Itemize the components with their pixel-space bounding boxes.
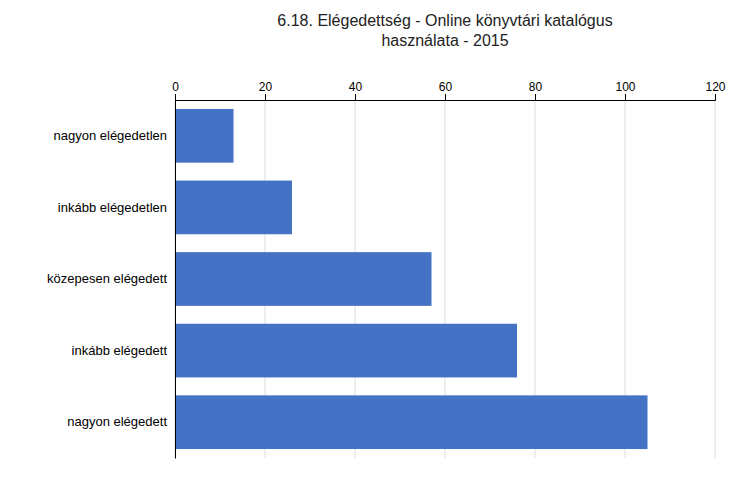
tick: közepesen elégedett [47, 271, 167, 286]
tick: 20 [259, 80, 273, 100]
title-line: használata - 2015 [381, 32, 508, 49]
tick-label: nagyon elégedetlen [54, 128, 168, 143]
tick-label: inkább elégedett [72, 343, 168, 358]
tick: 60 [439, 80, 453, 100]
tick-mark [175, 94, 176, 100]
tick-mark [445, 94, 446, 100]
tick-mark [355, 94, 356, 100]
tick: 40 [349, 80, 363, 100]
x-axis: 0 20 40 60 80 100 120 [172, 80, 726, 101]
grid-line [175, 100, 176, 458]
title-line: 6.18. Elégedettség - Online könyvtári ka… [277, 12, 612, 29]
y-axis: nagyon elégedetlen inkább elégedetlen köze… [47, 101, 175, 459]
tick: inkább elégedett [72, 343, 168, 358]
tick-label: 60 [439, 80, 453, 94]
tick-mark [535, 94, 536, 100]
title: 6.18. Elégedettség - Online könyvtári ka… [277, 12, 612, 49]
plot: 0 20 40 60 80 100 120 nagyon elégedetlen inkább … [47, 80, 726, 459]
bar [175, 324, 517, 378]
tick-mark [625, 94, 626, 100]
axis-line [175, 101, 176, 459]
tick: 100 [615, 80, 635, 100]
tick-label: 40 [349, 80, 363, 94]
tick-mark [265, 94, 266, 100]
grid-line [715, 100, 716, 458]
bar [175, 252, 432, 306]
tick-label: 80 [529, 80, 543, 94]
tick: nagyon elégedett [67, 414, 167, 429]
tick-label: 20 [259, 80, 273, 94]
tick: 0 [172, 80, 179, 100]
tick: nagyon elégedetlen [54, 128, 168, 143]
axis-line [176, 94, 716, 101]
tick-label: 120 [705, 80, 725, 94]
tick-label: nagyon elégedett [67, 414, 167, 429]
bar [175, 181, 292, 235]
tick-mark [715, 94, 716, 100]
tick: inkább elégedetlen [58, 200, 167, 215]
tick: 120 [705, 80, 725, 100]
grid [175, 100, 715, 458]
bar [175, 395, 648, 449]
bars [175, 109, 648, 449]
tick-label: 0 [172, 80, 179, 94]
tick-label: 100 [615, 80, 635, 94]
bar [175, 109, 234, 163]
chart: 6.18. Elégedettség - Online könyvtári ka… [0, 0, 745, 478]
tick-label: közepesen elégedett [47, 271, 167, 286]
tick-label: inkább elégedetlen [58, 200, 167, 215]
tick: 80 [529, 80, 543, 100]
